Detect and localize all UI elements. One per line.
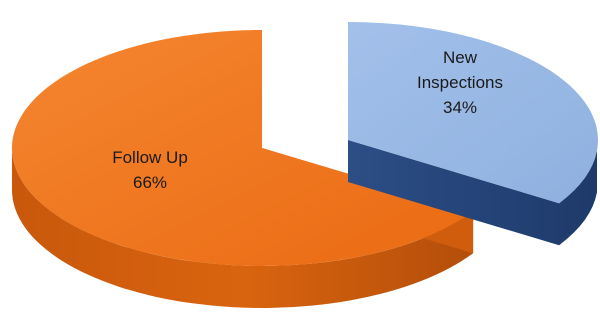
slice-new-inspections-label-line2: Inspections xyxy=(417,73,503,92)
slice-new-inspections-side xyxy=(348,140,597,246)
slice-follow-up-top xyxy=(11,29,474,267)
slice-follow-up-label: Follow Up xyxy=(112,148,188,167)
slice-follow-up-side xyxy=(12,148,474,308)
slice-new-inspections-percent: 34% xyxy=(443,98,477,117)
slice-follow-up: Follow Up 66% xyxy=(11,29,474,308)
slice-follow-up-percent: 66% xyxy=(133,173,167,192)
slice-new-inspections-label-line1: New xyxy=(443,48,478,67)
slice-new-inspections: New Inspections 34% xyxy=(348,22,598,246)
slice-new-inspections-top xyxy=(348,22,598,204)
